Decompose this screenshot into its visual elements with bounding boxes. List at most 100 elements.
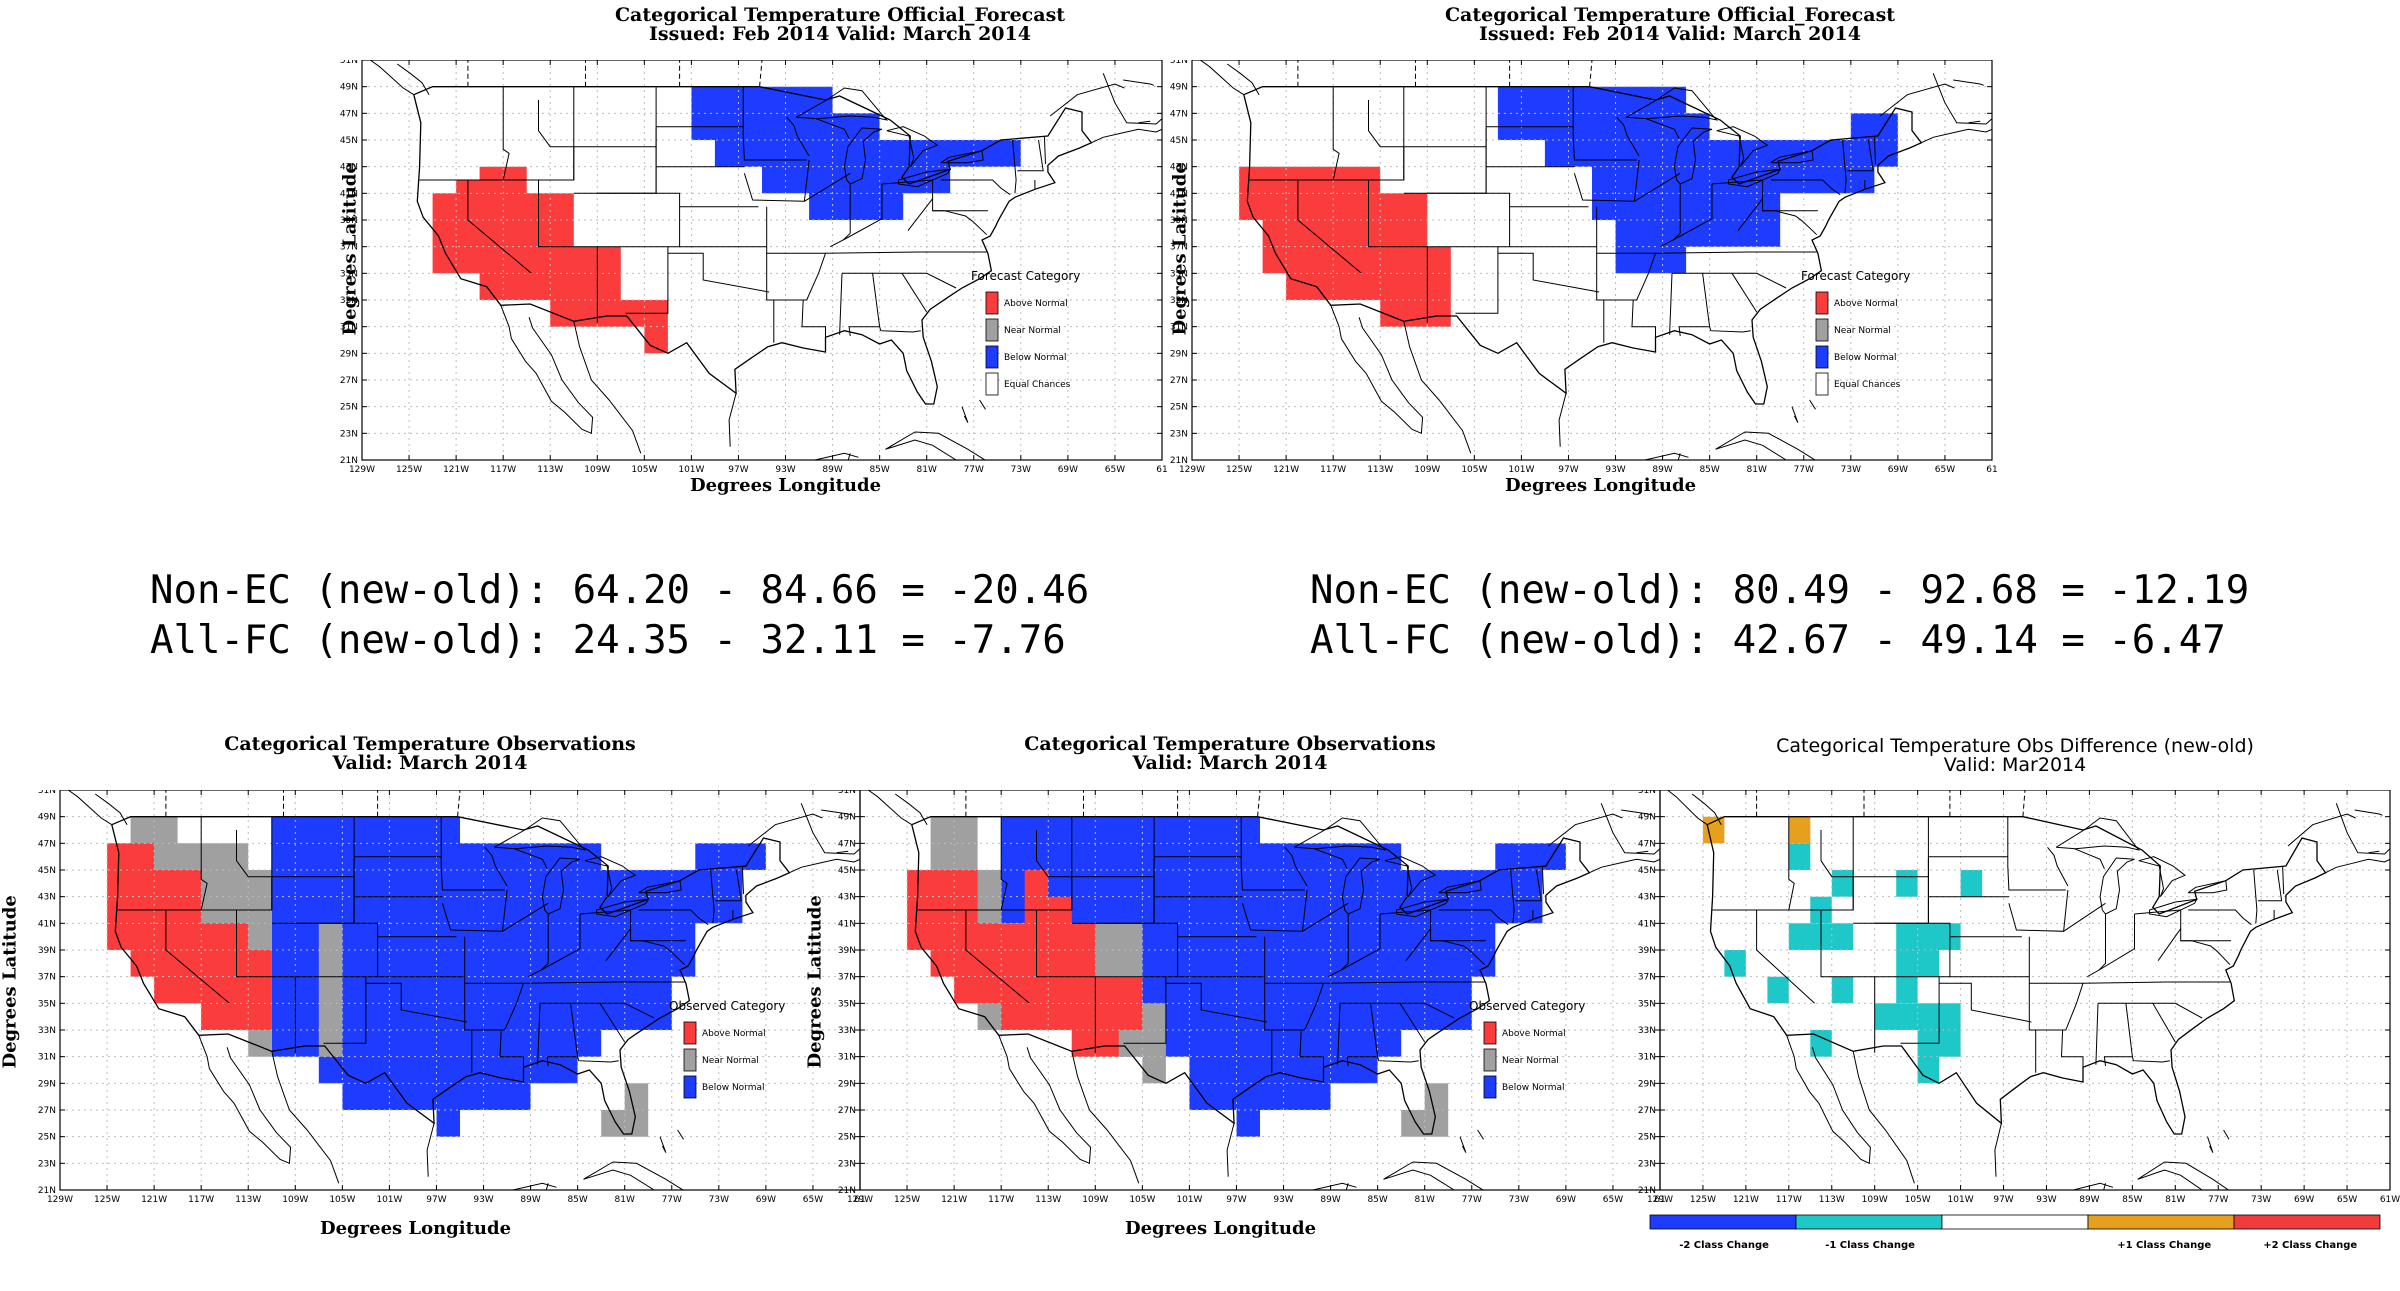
canada-coast xyxy=(2325,803,2390,874)
legend-label: Below Normal xyxy=(1502,1083,1565,1093)
legend-title: Forecast Category xyxy=(1801,269,1910,283)
great-lake xyxy=(1396,898,1450,918)
lat-tick-label: 31N xyxy=(1638,1053,1656,1063)
state-border xyxy=(1438,909,1509,926)
state-border xyxy=(2134,909,2181,915)
region-near-2 xyxy=(318,923,343,1057)
colorbar-segment xyxy=(2233,1214,2381,1230)
state-border xyxy=(1820,910,1876,1053)
lon-tick-label: 65W xyxy=(1105,465,1125,475)
forecast-old-ylabel: Degrees Latitude xyxy=(339,162,361,336)
state-border xyxy=(801,299,826,338)
lat-tick-label: 37N xyxy=(1638,973,1656,983)
legend-label: Near Normal xyxy=(1834,326,1891,336)
canada-coast xyxy=(1589,803,1660,874)
lat-tick-label: 31N xyxy=(838,1053,856,1063)
lon-tick-label: 89W xyxy=(1320,1195,1340,1205)
lon-tick-label: 109W xyxy=(1862,1195,1888,1205)
state-border xyxy=(1672,184,1713,241)
mexico-coast xyxy=(545,1183,549,1190)
state-border xyxy=(786,116,810,157)
us-coastline xyxy=(911,816,1591,1135)
great-lake xyxy=(940,150,984,164)
lon-tick-label: 77W xyxy=(964,465,984,475)
mexico-coast xyxy=(512,1182,557,1190)
lon-tick-label: 61 xyxy=(854,1195,865,1205)
state-border xyxy=(1165,982,1268,1023)
colorbar-segment xyxy=(2087,1214,2235,1230)
legend-label: Above Normal xyxy=(1834,299,1898,309)
mexico-coast xyxy=(728,393,737,447)
legend-swatch xyxy=(1815,318,1829,342)
obs-new-map: 21N 23N 25N 27N 29N 31N 33N 35N 37N 39N 41N 43N 45N 4… xyxy=(838,790,1666,1205)
lat-tick-label: 39N xyxy=(838,946,856,956)
state-border xyxy=(1327,914,1349,978)
lon-tick-label: 97W xyxy=(1993,1195,2013,1205)
lon-tick-label: 93W xyxy=(2036,1195,2056,1205)
legend-label: Above Normal xyxy=(1004,299,1068,309)
map-frame xyxy=(361,60,1163,461)
lat-tick-label: 25N xyxy=(838,1133,856,1143)
lat-tick-label: 29N xyxy=(340,349,358,359)
state-border xyxy=(766,252,827,301)
state-border xyxy=(1299,1029,1324,1068)
state-border xyxy=(2253,869,2258,924)
legend-swatch xyxy=(1815,291,1829,315)
lat-tick-label: 25N xyxy=(1170,403,1188,413)
canada-coast xyxy=(1123,79,1154,86)
state-border xyxy=(513,848,548,869)
lon-tick-label: 65W xyxy=(803,1195,823,1205)
caribbean-island xyxy=(1809,399,1816,410)
lat-tick-label: 51N xyxy=(1638,790,1656,796)
great-lake xyxy=(638,880,682,894)
state-border xyxy=(1762,210,1818,236)
lon-tick-label: 121W xyxy=(941,1195,967,1205)
legend-label: Above Normal xyxy=(1502,1029,1566,1039)
lat-tick-label: 35N xyxy=(38,999,56,1009)
mexico-coast xyxy=(814,452,859,460)
state-border xyxy=(2074,848,2105,869)
great-lake xyxy=(1293,817,1387,851)
great-lake xyxy=(1438,880,1482,894)
state-border xyxy=(1241,889,1308,932)
lon-tick-label: 61 xyxy=(1986,465,1997,475)
lat-tick-label: 37N xyxy=(838,973,856,983)
state-border xyxy=(527,914,549,978)
legend-swatch xyxy=(683,1048,697,1072)
lon-tick-label: 73W xyxy=(1011,465,1031,475)
state-border xyxy=(1313,848,1348,869)
state-border xyxy=(917,816,1008,911)
state-border xyxy=(630,940,686,966)
lat-tick-label: 37N xyxy=(340,243,358,253)
lat-tick-label: 49N xyxy=(340,83,358,93)
stats-right-line1: Non-EC (new-old): 80.49 - 92.68 = -12.19 xyxy=(1310,568,2250,613)
obs-diff-colorbar: -2 Class Change -1 Class Change +1 Class C… xyxy=(1649,1214,2381,1251)
state-border xyxy=(1737,198,1763,232)
canada-coast xyxy=(1138,120,1151,124)
lat-tick-label: 41N xyxy=(838,919,856,929)
lon-tick-label: 113W xyxy=(235,1195,261,1205)
lon-tick-label: 129W xyxy=(349,465,375,475)
state-border xyxy=(1669,273,1673,335)
state-border xyxy=(597,192,681,248)
lon-tick-label: 89W xyxy=(1652,465,1672,475)
lon-tick-label: 65W xyxy=(2337,1195,2357,1205)
lat-tick-label: 35N xyxy=(1170,269,1188,279)
lon-tick-label: 85W xyxy=(567,1195,587,1205)
mexico-coast xyxy=(1071,1051,1140,1184)
canada-border xyxy=(2022,790,2026,817)
lon-tick-label: 81W xyxy=(2165,1195,2185,1205)
mexico-coast xyxy=(1345,1183,1349,1190)
lat-tick-label: 23N xyxy=(838,1159,856,1169)
forecast-old-title: Categorical Temperature Official_Forecas… xyxy=(614,4,1066,45)
state-border xyxy=(440,816,505,891)
legend-label: Below Normal xyxy=(702,1083,765,1093)
state-border xyxy=(2082,981,2230,984)
caribbean-island xyxy=(707,1206,772,1210)
region-below-1 xyxy=(691,86,1021,220)
state-border xyxy=(1043,135,1046,165)
caribbean-island xyxy=(1791,406,1799,423)
mexico-coast xyxy=(1312,1182,1357,1190)
state-border xyxy=(546,1003,579,1067)
great-lake xyxy=(898,168,952,188)
